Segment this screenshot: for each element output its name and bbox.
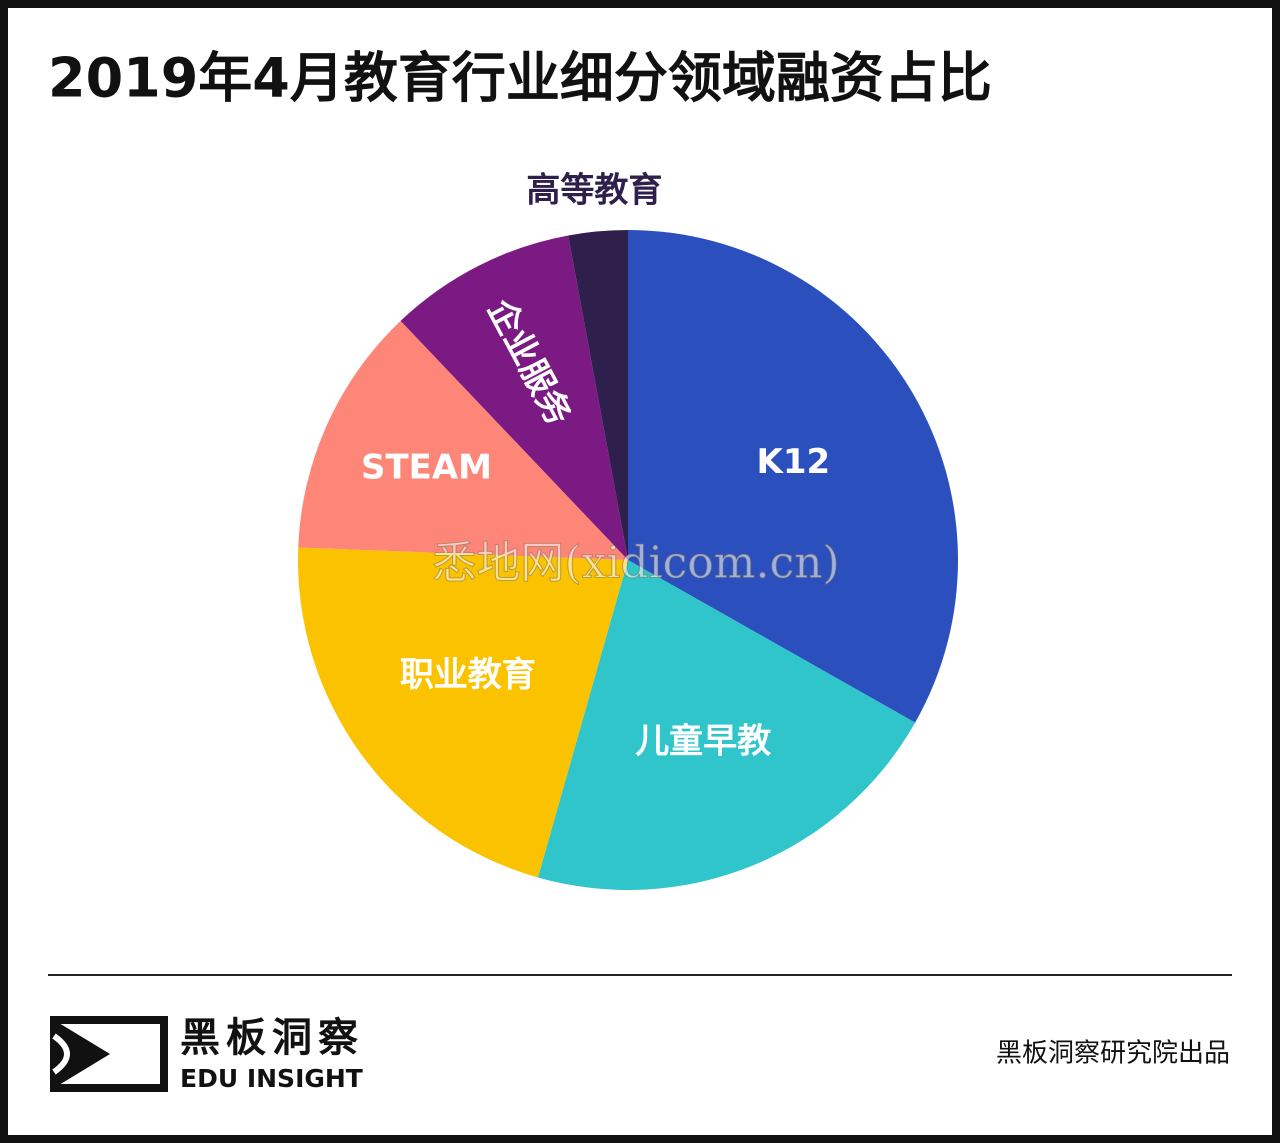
pie-slice [400,235,628,561]
logo [50,1016,168,1092]
pie-slice [568,230,628,560]
chart-title: 2019年4月教育行业细分领域融资占比 [48,47,992,110]
credit: 黑板洞察研究院出品 [996,1039,1230,1069]
slice-label: 高等教育 [526,170,662,210]
pie-slice [628,230,958,723]
logo-eye [52,1033,70,1075]
pie-slice [298,320,628,560]
logo-mark [54,1020,110,1088]
watermark: 悉地网(xidicom.cn) [432,538,839,589]
pie-slice [297,547,628,878]
slice-label: STEAM [361,448,492,488]
slice-label: 职业教育 [400,655,536,695]
logo-en: EDU INSIGHT [180,1064,363,1093]
pie-slice [537,560,916,890]
slice-label: K12 [757,442,831,482]
logo-cn: 黑板洞察 [180,1015,364,1061]
slice-label: 儿童早教 [635,722,771,762]
